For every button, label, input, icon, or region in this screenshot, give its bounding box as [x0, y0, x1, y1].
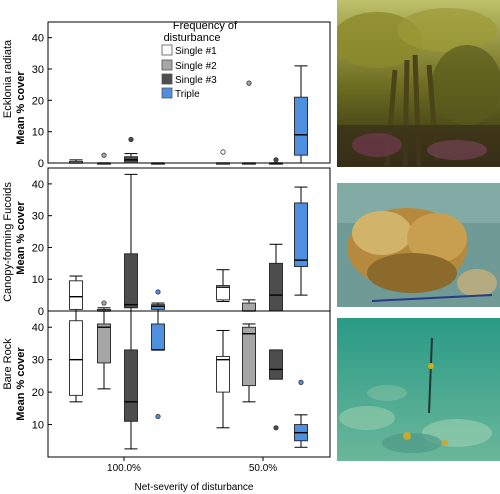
y-tick-label: 0	[38, 306, 44, 318]
fucoid-canopy-photo	[337, 183, 500, 307]
panel-labels: Ecklonia radiata Mean % cover Canopy-for…	[2, 39, 27, 421]
box-body	[69, 280, 83, 310]
y-tick-label: 40	[32, 33, 44, 45]
y-tick-label: 20	[32, 95, 44, 107]
x-axis-labels: 100.0% 50.0% Net-severity of disturbance	[107, 463, 277, 493]
box-body	[294, 202, 308, 267]
box-single-2-100-0pct	[97, 152, 111, 165]
legend-swatch-triple	[161, 87, 173, 99]
box-single-2-50-0pct	[242, 299, 256, 312]
box-single-2-100-0pct	[97, 300, 111, 312]
row-label-bare-rock: Bare Rock	[2, 338, 14, 390]
legend-title-line-1: Frequency of	[173, 20, 238, 32]
outlier-point	[273, 425, 279, 431]
outlier-point	[101, 300, 107, 306]
y-tick-label: 20	[32, 387, 44, 399]
kelp-forest-photo	[337, 0, 500, 167]
box-single-2-100-0pct	[97, 310, 111, 390]
box-single-1-100-0pct	[69, 159, 83, 164]
box-single-1-100-0pct	[69, 310, 83, 403]
box-single-3-100-0pct	[124, 173, 138, 312]
legend-label-single-3: Single #3	[175, 75, 217, 86]
y-tick-label: 10	[32, 127, 44, 139]
box-single-1-50-0pct	[216, 149, 230, 165]
box-body	[242, 326, 256, 387]
ylabel-fucoids: Mean % cover	[15, 201, 27, 275]
ylabel-ecklonia: Mean % cover	[15, 71, 27, 145]
panel-frame	[47, 167, 331, 312]
y-tick-label: 40	[32, 179, 44, 191]
box-single-1-50-0pct	[216, 269, 230, 302]
x-tick-label-50: 50.0%	[249, 463, 277, 474]
x-tick-label-100: 100.0%	[107, 463, 141, 474]
box-body	[124, 253, 138, 309]
x-axis-title: Net-severity of disturbance	[135, 482, 254, 493]
panel-2: 10 20 30 40	[32, 310, 331, 458]
box-body	[97, 323, 111, 364]
panel-0: 0 10 20 30 40	[32, 21, 331, 170]
box-triple-100-0pct	[151, 289, 165, 312]
outlier-point	[101, 152, 107, 158]
bare-rock-photo	[337, 318, 500, 461]
row-label-fucoids: Canopy-forming Fucoids	[2, 182, 14, 302]
box-body	[69, 320, 83, 396]
box-single-3-50-0pct	[269, 349, 283, 431]
y-tick-label: 10	[32, 420, 44, 432]
legend-swatch-single-1	[161, 44, 173, 56]
y-tick-label: 30	[32, 64, 44, 76]
box-body	[269, 262, 283, 312]
panel-frame	[47, 21, 331, 164]
y-tick-label: 10	[32, 274, 44, 286]
box-body	[216, 285, 230, 301]
box-triple-50-0pct	[294, 186, 308, 296]
box-body	[151, 304, 165, 310]
box-body	[242, 302, 256, 312]
outlier-point	[298, 379, 304, 385]
box-single-3-50-0pct	[269, 157, 283, 165]
box-single-2-50-0pct	[242, 323, 256, 403]
outlier-point	[128, 136, 134, 143]
box-single-1-50-0pct	[216, 329, 230, 429]
outlier-point	[155, 413, 161, 420]
box-single-1-100-0pct	[69, 275, 83, 312]
legend-title-line-2: disturbance	[164, 32, 221, 44]
box-body	[151, 323, 165, 351]
y-tick-label: 30	[32, 211, 44, 223]
ylabel-bare-rock: Mean % cover	[15, 347, 27, 421]
box-triple-100-0pct	[151, 310, 165, 420]
y-tick-label: 0	[38, 158, 44, 170]
y-tick-label: 40	[32, 322, 44, 334]
box-triple-50-0pct	[294, 379, 308, 448]
panel-1: 0 10 20 30 40	[32, 167, 331, 318]
box-body	[124, 349, 138, 422]
box-triple-100-0pct	[151, 162, 165, 165]
row-label-ecklonia: Ecklonia radiata	[2, 39, 14, 118]
axes-layer: 0 10 20 30 40 0 10 20 30 40 10 20 30 40	[32, 21, 331, 461]
box-triple-50-0pct	[294, 65, 308, 164]
box-single-3-50-0pct	[269, 243, 283, 312]
box-body	[269, 349, 283, 380]
legend: Frequency of disturbance Single #1 Singl…	[161, 20, 238, 100]
legend-swatch-single-3	[161, 73, 173, 85]
legend-swatch-single-2	[161, 59, 173, 71]
legend-label-triple: Triple	[175, 89, 200, 100]
box-single-3-100-0pct	[124, 136, 138, 164]
y-tick-label: 20	[32, 242, 44, 254]
outlier-point	[273, 157, 279, 163]
box-body	[216, 355, 230, 393]
box-single-3-100-0pct	[124, 310, 138, 450]
y-tick-label: 30	[32, 355, 44, 367]
box-body	[294, 96, 308, 156]
legend-label-single-2: Single #2	[175, 61, 217, 72]
legend-label-single-1: Single #1	[175, 46, 217, 57]
box-single-2-50-0pct	[242, 80, 256, 165]
panel-frame	[47, 310, 331, 458]
outlier-point	[155, 289, 161, 295]
outlier-point	[246, 80, 252, 86]
outlier-point	[220, 149, 226, 155]
